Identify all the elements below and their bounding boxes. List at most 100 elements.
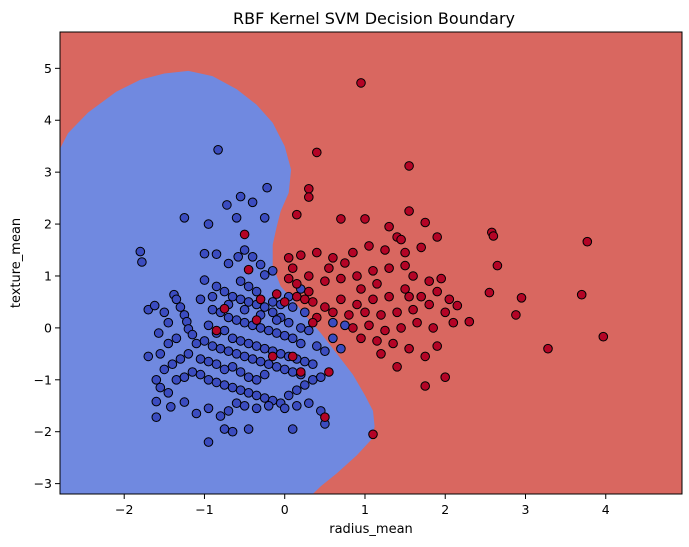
data-point xyxy=(243,372,254,383)
data-point xyxy=(598,331,609,342)
data-point xyxy=(243,388,254,398)
data-point xyxy=(364,320,374,331)
data-point xyxy=(227,333,238,344)
data-point xyxy=(187,329,198,340)
data-point xyxy=(235,191,246,202)
data-point xyxy=(328,317,338,328)
data-point xyxy=(416,242,427,253)
data-point xyxy=(279,330,290,341)
data-point xyxy=(287,263,298,274)
data-point xyxy=(227,426,238,437)
data-point xyxy=(296,367,306,377)
y-tick-label: 4 xyxy=(44,113,52,128)
data-point xyxy=(271,362,282,372)
data-point xyxy=(352,299,362,310)
data-point xyxy=(404,206,414,216)
data-point xyxy=(388,338,398,349)
data-point xyxy=(396,323,406,333)
data-point xyxy=(275,349,286,359)
data-point xyxy=(251,390,262,401)
data-point xyxy=(340,258,350,268)
data-point xyxy=(231,315,242,325)
data-point xyxy=(304,286,314,297)
data-point xyxy=(336,294,346,305)
data-point xyxy=(243,281,254,292)
data-point xyxy=(292,209,302,220)
data-point xyxy=(259,393,270,403)
data-point xyxy=(380,245,390,255)
data-point xyxy=(211,249,222,259)
data-point xyxy=(203,403,214,414)
data-point xyxy=(404,343,414,354)
plot-area xyxy=(59,31,683,495)
data-point xyxy=(304,325,314,336)
data-point xyxy=(372,279,382,289)
data-point xyxy=(336,214,346,224)
data-point xyxy=(235,367,246,377)
data-point xyxy=(223,346,234,357)
data-point xyxy=(219,364,230,375)
data-point xyxy=(392,362,402,372)
data-point xyxy=(296,323,306,333)
data-point xyxy=(227,291,238,302)
data-point xyxy=(300,380,310,390)
data-point xyxy=(203,375,214,385)
data-point xyxy=(364,241,374,251)
data-point xyxy=(239,229,250,240)
data-point xyxy=(239,317,250,328)
data-point xyxy=(151,412,162,423)
data-point xyxy=(279,364,290,375)
data-point xyxy=(320,276,330,287)
data-point xyxy=(262,182,272,193)
data-point xyxy=(356,284,366,294)
data-point xyxy=(203,219,214,229)
data-point xyxy=(304,192,314,202)
chart-title: RBF Kernel SVM Decision Boundary xyxy=(233,9,515,28)
data-point xyxy=(255,356,266,367)
data-point xyxy=(484,287,495,298)
x-tick-label: 4 xyxy=(602,502,610,517)
data-point xyxy=(279,403,290,414)
y-axis: −3 −2 −1 0 1 2 3 4 5 xyxy=(34,61,60,491)
data-point xyxy=(151,396,162,407)
data-point xyxy=(356,78,366,88)
y-tick-label: −3 xyxy=(34,476,52,491)
data-point xyxy=(312,341,322,351)
data-point xyxy=(440,307,451,318)
data-point xyxy=(292,385,302,396)
data-point xyxy=(267,297,278,307)
data-point xyxy=(328,307,338,318)
data-point xyxy=(440,372,451,383)
data-point xyxy=(203,320,214,331)
data-point xyxy=(352,271,362,281)
data-point xyxy=(219,303,230,314)
y-axis-label: texture_mean xyxy=(9,218,24,308)
data-point xyxy=(135,246,146,257)
data-point xyxy=(233,251,243,262)
data-point xyxy=(283,252,294,263)
data-point xyxy=(235,294,246,305)
data-point xyxy=(356,333,366,344)
data-points xyxy=(135,78,609,447)
data-point xyxy=(215,411,226,421)
data-point xyxy=(292,401,302,411)
data-point xyxy=(376,310,386,320)
data-point xyxy=(320,346,330,357)
data-point xyxy=(166,402,176,412)
data-point xyxy=(171,375,182,385)
data-point xyxy=(179,397,190,407)
data-point xyxy=(328,333,338,344)
data-point xyxy=(235,276,246,287)
data-point xyxy=(211,377,222,388)
data-point xyxy=(308,375,318,385)
x-tick-label: 0 xyxy=(281,502,289,517)
data-point xyxy=(279,297,290,307)
data-point xyxy=(300,356,310,367)
data-point xyxy=(404,291,414,302)
data-point xyxy=(424,276,435,287)
data-point xyxy=(183,349,194,359)
data-point xyxy=(300,307,310,318)
data-point xyxy=(251,315,262,325)
data-point xyxy=(203,437,214,447)
data-point xyxy=(384,291,394,302)
